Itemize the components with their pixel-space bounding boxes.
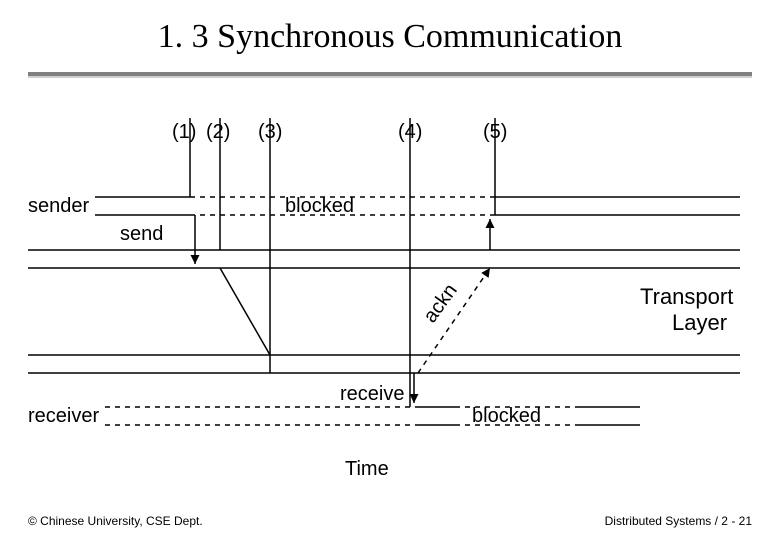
time-label: Time	[345, 458, 389, 480]
marker-5: (5)	[483, 121, 507, 143]
slide: 1. 3 Synchronous Communication	[0, 0, 780, 540]
msg-diagonal	[220, 268, 270, 355]
sender-label: sender	[28, 195, 89, 217]
event-markers	[190, 118, 495, 407]
receiver-label: receiver	[28, 405, 99, 427]
transport-bottom-band	[28, 355, 740, 373]
marker-4: (4)	[398, 121, 422, 143]
marker-3: (3)	[258, 121, 282, 143]
send-label: send	[120, 223, 163, 245]
diagram-svg: (1) (2) (3) (4) (5) sender send blocked …	[0, 0, 780, 540]
marker-2: (2)	[206, 121, 230, 143]
ackn-label: ackn	[419, 280, 462, 327]
receive-label: receive	[340, 383, 404, 405]
blocked2-label: blocked	[472, 405, 541, 427]
footer-left: © Chinese University, CSE Dept.	[28, 514, 203, 528]
sender-band	[95, 197, 740, 215]
footer-right: Distributed Systems / 2 - 21	[605, 514, 752, 528]
marker-1: (1)	[172, 121, 196, 143]
transport-label-2: Layer	[672, 310, 727, 335]
transport-top-band	[28, 250, 740, 268]
receiver-band	[105, 407, 640, 425]
blocked1-label: blocked	[285, 195, 354, 217]
transport-label-1: Transport	[640, 284, 733, 309]
